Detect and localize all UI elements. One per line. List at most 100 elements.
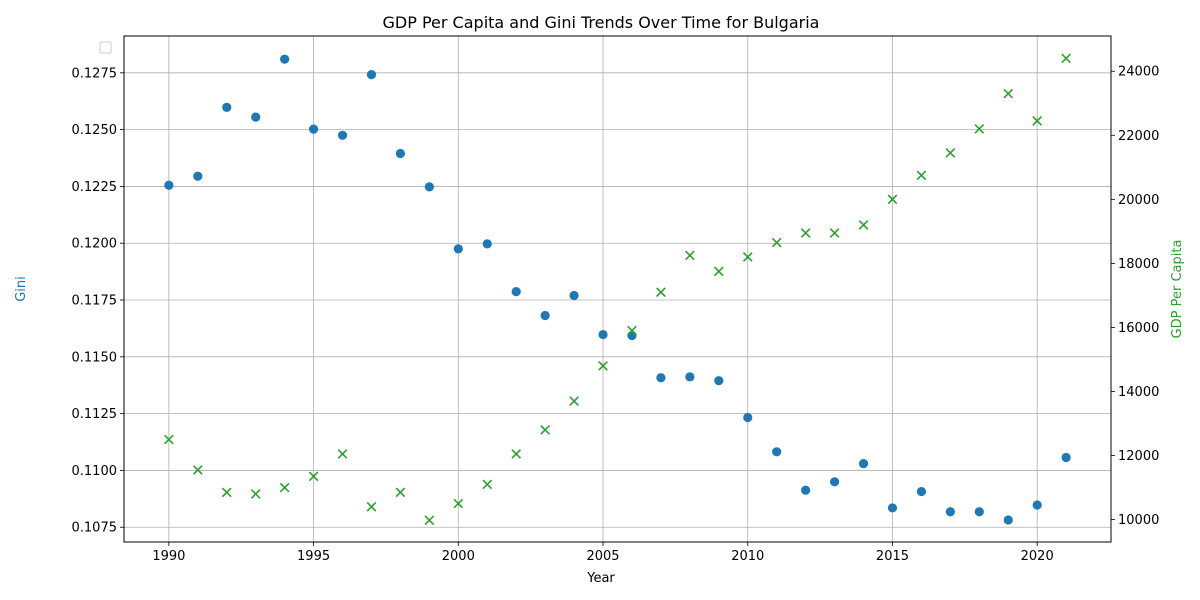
gdp-point — [279, 482, 290, 493]
gdp-point — [771, 237, 782, 248]
gdp-point — [308, 471, 319, 482]
gdp-point — [366, 501, 377, 512]
gini-point — [424, 182, 434, 192]
gdp-point — [887, 194, 898, 205]
gini-point — [858, 459, 869, 469]
x-axis-ticks: 1990 1995 2000 2005 2010 2015 2020 — [152, 542, 1054, 564]
gini-point — [916, 486, 927, 497]
gini-point — [801, 485, 811, 495]
x-axis-label: Year — [586, 571, 615, 586]
series-gdp — [163, 53, 1072, 526]
gini-point — [974, 507, 984, 517]
gini-point — [222, 102, 232, 112]
gini-point — [482, 239, 492, 249]
gdp-point — [945, 148, 956, 158]
gdp-point — [800, 228, 811, 238]
gini-point — [453, 244, 463, 254]
y-right-axis-label: GDP Per Capita — [1170, 240, 1185, 339]
gdp-point — [829, 228, 840, 238]
x-tick-label: 2005 — [586, 549, 619, 564]
y-right-tick-label: 10000 — [1118, 513, 1159, 528]
gdp-point — [598, 360, 608, 371]
gdp-point — [742, 252, 753, 262]
gdp-point — [250, 489, 261, 499]
gdp-point — [916, 170, 927, 181]
gdp-point — [424, 515, 435, 526]
gdp-point — [453, 498, 464, 509]
gdp-point — [858, 220, 869, 230]
gdp-point — [974, 124, 985, 134]
y-right-tick-label: 20000 — [1118, 193, 1159, 208]
gdp-point — [540, 425, 551, 435]
x-tick-label: 1990 — [152, 549, 185, 564]
legend-box — [99, 41, 112, 54]
gdp-point — [684, 250, 695, 261]
gini-point — [280, 54, 290, 64]
x-tick-label: 2015 — [876, 549, 909, 564]
gdp-point — [511, 449, 522, 459]
y-left-tick-label: 0.1075 — [72, 521, 118, 536]
y-left-axis-ticks: 0.1075 0.1100 0.1125 0.1150 0.1175 0.1200 0.12… — [72, 66, 124, 536]
y-left-tick-label: 0.1250 — [72, 123, 118, 138]
gini-point — [540, 310, 550, 321]
gini-point — [193, 171, 203, 181]
gini-point — [772, 447, 782, 457]
plot-frame — [123, 35, 1112, 543]
gdp-point — [713, 266, 724, 277]
gdp-point — [569, 396, 579, 406]
gdp-point — [337, 449, 348, 459]
gdp-point — [627, 325, 637, 336]
gini-point — [337, 130, 348, 140]
gdp-point — [656, 287, 666, 298]
y-left-tick-label: 0.1125 — [72, 407, 118, 422]
x-tick-label: 2020 — [1021, 549, 1054, 564]
gini-point — [366, 70, 377, 80]
y-right-tick-label: 22000 — [1118, 129, 1159, 144]
gini-point — [251, 112, 261, 122]
gini-point — [887, 503, 898, 513]
y-left-tick-label: 0.1150 — [72, 350, 118, 365]
chart-title: GDP Per Capita and Gini Trends Over Time… — [383, 13, 820, 32]
gini-point — [714, 376, 724, 386]
y-left-tick-label: 0.1275 — [72, 66, 118, 81]
gdp-point — [482, 479, 493, 490]
gini-point — [598, 329, 608, 340]
gdp-point — [1061, 53, 1072, 64]
gini-point — [569, 290, 579, 301]
gini-point — [395, 148, 406, 159]
y-right-tick-label: 24000 — [1118, 65, 1159, 80]
series-gini — [164, 54, 1071, 525]
y-right-tick-label: 12000 — [1118, 449, 1159, 464]
x-tick-label: 2000 — [442, 549, 475, 564]
y-left-tick-label: 0.1100 — [72, 464, 118, 479]
gini-point — [743, 412, 753, 423]
y-left-axis-label: Gini — [14, 276, 29, 302]
gini-point — [945, 507, 955, 517]
gini-point — [685, 372, 695, 382]
gini-point — [511, 287, 521, 297]
gdp-point — [192, 465, 203, 475]
x-tick-label: 2010 — [731, 549, 764, 564]
gini-point — [1032, 500, 1042, 510]
gini-point — [656, 373, 666, 383]
y-left-tick-label: 0.1225 — [72, 180, 118, 195]
y-right-tick-label: 18000 — [1118, 257, 1159, 272]
y-left-tick-label: 0.1200 — [72, 237, 118, 252]
gini-point — [308, 124, 319, 134]
gini-point — [1061, 452, 1071, 463]
gini-point — [164, 180, 174, 190]
y-right-axis-ticks: 10000 12000 14000 16000 18000 20000 22000 24000 — [1111, 65, 1159, 528]
grid — [124, 36, 1111, 542]
gini-point — [627, 330, 637, 341]
gdp-point — [1032, 116, 1043, 126]
gini-point — [829, 477, 840, 487]
x-tick-label: 1995 — [297, 549, 330, 564]
y-left-tick-label: 0.1175 — [72, 294, 118, 309]
gdp-point — [395, 487, 406, 498]
gdp-point — [163, 434, 174, 445]
y-right-tick-label: 16000 — [1118, 321, 1159, 336]
gdp-point — [221, 487, 232, 498]
gdp-point — [1003, 88, 1014, 99]
y-right-tick-label: 14000 — [1118, 385, 1159, 400]
